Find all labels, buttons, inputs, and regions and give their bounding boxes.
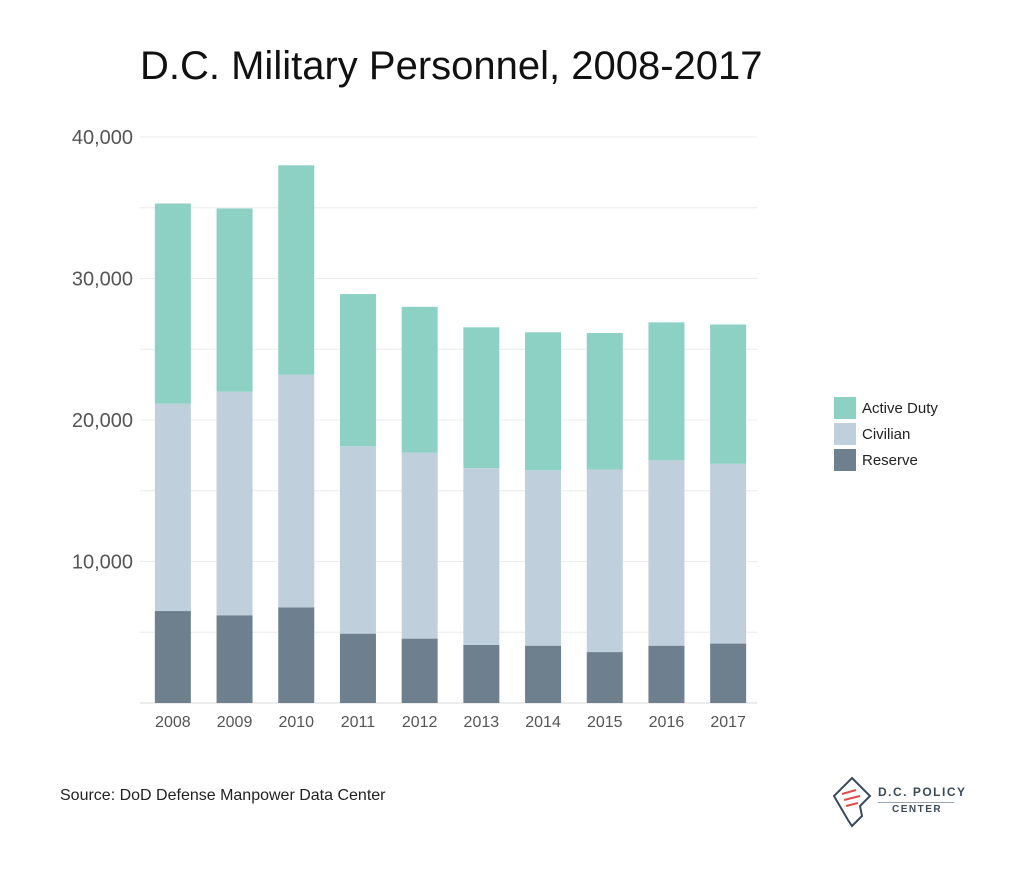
bar-segment-reserve	[339, 633, 376, 703]
bar-segment-reserve	[586, 652, 623, 703]
x-tick-label: 2011	[341, 714, 376, 731]
bar-segment-reserve	[154, 611, 191, 703]
legend: Active Duty Civilian Reserve	[834, 397, 938, 471]
x-tick-label: 2013	[464, 714, 500, 731]
x-tick-label: 2017	[710, 714, 746, 731]
x-tick-label: 2014	[525, 714, 561, 731]
x-tick-label: 2008	[155, 714, 191, 731]
legend-swatch	[834, 397, 856, 419]
bar-segment-active-duty	[154, 203, 191, 404]
bar-segment-reserve	[648, 645, 685, 703]
bar-segment-active-duty	[278, 165, 315, 375]
x-tick-label: 2012	[402, 714, 438, 731]
bar-segment-civilian	[525, 470, 562, 646]
bar-segment-active-duty	[401, 306, 438, 453]
bar-segment-civilian	[586, 469, 623, 653]
bar-segment-reserve	[463, 644, 500, 703]
bar-segment-active-duty	[710, 324, 747, 464]
chart-title: D.C. Military Personnel, 2008-2017	[140, 44, 763, 88]
bar-segment-civilian	[339, 446, 376, 634]
bar-segment-civilian	[278, 374, 315, 608]
x-tick-label: 2010	[278, 714, 314, 731]
bar-segment-active-duty	[463, 327, 500, 469]
y-axis: 10,000 20,000 30,000 40,000	[72, 127, 133, 574]
bar-segment-civilian	[648, 460, 685, 646]
legend-label: Active Duty	[862, 400, 938, 417]
bar-segment-reserve	[278, 607, 315, 703]
bar-segment-reserve	[525, 645, 562, 703]
y-tick-label: 10,000	[72, 552, 133, 574]
y-tick-label: 30,000	[72, 269, 133, 291]
legend-swatch	[834, 449, 856, 471]
legend-swatch	[834, 423, 856, 445]
y-tick-label: 20,000	[72, 410, 133, 432]
logo-divider	[878, 802, 954, 803]
legend-label: Reserve	[862, 452, 918, 469]
bar-segment-civilian	[401, 452, 438, 639]
dc-map-icon	[832, 776, 872, 828]
bars	[154, 165, 747, 703]
logo-text-line1: D.C. POLICY	[878, 785, 967, 799]
source-note: Source: DoD Defense Manpower Data Center	[60, 787, 386, 804]
bar-segment-civilian	[463, 468, 500, 645]
bar-segment-reserve	[710, 643, 747, 703]
dc-policy-center-logo: D.C. POLICY CENTER	[832, 776, 972, 836]
y-tick-label: 40,000	[72, 127, 133, 149]
x-tick-label: 2016	[649, 714, 685, 731]
bar-segment-civilian	[154, 403, 191, 612]
bar-segment-civilian	[216, 391, 253, 616]
bar-segment-reserve	[216, 615, 253, 703]
x-tick-label: 2009	[217, 714, 253, 731]
bar-segment-civilian	[710, 463, 747, 644]
bar-segment-active-duty	[586, 332, 623, 470]
logo-text-line2: CENTER	[892, 804, 943, 815]
bar-segment-active-duty	[216, 208, 253, 392]
x-axis: 2008 2009 2010 2011 2012 2013 2014 2015 2016 2017	[155, 714, 746, 731]
bar-segment-active-duty	[648, 322, 685, 461]
bar-segment-active-duty	[525, 332, 562, 471]
legend-label: Civilian	[862, 426, 910, 443]
bar-segment-reserve	[401, 638, 438, 703]
bar-segment-active-duty	[339, 294, 376, 447]
x-tick-label: 2015	[587, 714, 623, 731]
